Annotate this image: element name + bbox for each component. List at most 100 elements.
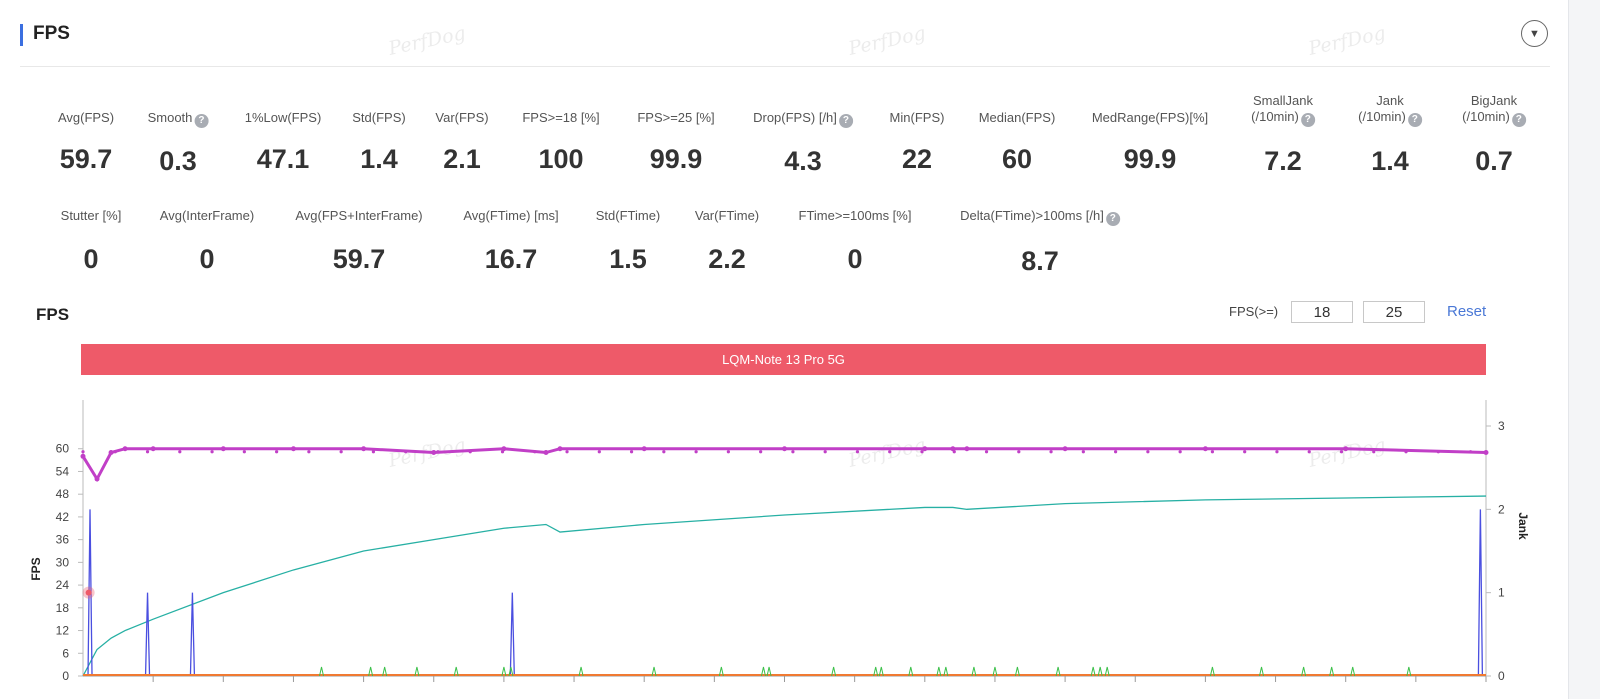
small-jank-spike [760,666,766,677]
y-right-tick-label: 1 [1498,586,1505,600]
fps-point [500,450,505,454]
legend-device-bar[interactable]: LQM-Note 13 Pro 5G [81,344,1486,375]
fps-point [122,446,128,452]
fps-point [543,450,549,456]
y-right-tick-label: 0 [1498,669,1505,683]
small-jank-spike [368,666,374,677]
fps-point [468,450,472,454]
metric-label: Median(FPS) [978,110,1056,125]
metric-label: Std(FTime) [595,208,661,223]
metric-smooth: Smooth? 0.3 [148,110,209,177]
help-icon[interactable]: ? [1300,113,1315,127]
metric-value: 1.4 [360,144,398,174]
metric-label: Avg(InterFrame) [159,208,255,223]
fps-point [694,450,698,454]
small-jank-spike [1301,666,1307,677]
small-jank-spike [453,666,459,677]
help-icon[interactable]: ? [838,114,853,128]
metric-value: 0 [199,244,215,274]
fps-point [80,453,86,459]
y-tick-label: 0 [62,669,69,683]
threshold-high-input[interactable] [1363,301,1425,323]
small-jank-spike [501,666,507,677]
fps-point [1468,450,1473,454]
fps-point [404,450,408,454]
small-jank-spike [651,666,657,677]
fps-point [1081,450,1085,454]
threshold-low-input[interactable] [1291,301,1353,323]
fps-point [950,446,956,452]
small-jank-spike [1014,666,1020,677]
y-tick-label: 36 [56,533,70,547]
metric-label: FPS>=18 [%] [522,110,600,125]
fps-point [565,450,569,454]
fps-point [759,450,763,454]
metric-value: 99.9 [1123,144,1177,174]
fps-point [1339,450,1344,454]
metric-value: 16.7 [484,244,538,274]
metric-label: Drop(FPS) [/h] [753,110,837,125]
fps-point [791,450,795,454]
small-jank-spike [971,666,977,677]
small-jank-spike [718,666,724,677]
small-jank-spike [508,666,514,677]
y-tick-label: 60 [56,442,70,456]
metric-value: 100 [538,144,584,174]
metric-1pct-low: 1%Low(FPS) 47.1 [245,110,322,175]
metric-small-jank: SmallJank (/10min)? 7.2 [1251,93,1315,177]
small-jank-spike [878,666,884,677]
metric-value: 99.9 [649,144,703,174]
metric-label: Avg(FPS) [57,110,115,125]
fps-point [436,450,440,454]
reset-link[interactable]: Reset [1447,303,1487,320]
small-jank-spike [1329,666,1335,677]
collapse-toggle-icon[interactable]: ▼ [1521,20,1548,47]
small-jank-spike [908,666,914,677]
help-icon[interactable]: ? [1407,113,1422,127]
y-axis-title: FPS [29,557,43,580]
fps-point [984,450,989,454]
metric-drop-fps: Drop(FPS) [/h]? 4.3 [753,110,853,177]
metric-label: Smooth [147,110,193,125]
fps-point [1114,450,1118,454]
metric-value: 8.7 [1021,246,1059,276]
small-jank-spike [766,666,772,677]
small-jank-spike [319,666,324,677]
fps-point [1343,446,1349,452]
panel-title: FPS [33,23,70,44]
fps-point [361,446,367,452]
fps-point [662,450,666,454]
small-jank-spike [1350,666,1356,677]
fps-point [242,450,246,454]
fps-point [290,446,296,452]
fps-point [533,450,537,454]
metric-value: 2.1 [443,144,481,174]
fps-point [501,446,507,452]
metric-value: 7.2 [1264,146,1302,176]
metric-label: Std(FPS) [352,110,406,125]
metric-var-fps: Var(FPS) 2.1 [435,110,488,175]
fps-point [1436,450,1440,454]
metric-big-jank: BigJank (/10min)? 0.7 [1462,93,1526,177]
small-jank-spike [831,666,837,677]
help-icon[interactable]: ? [194,114,209,128]
metric-label: Jank [1376,93,1404,108]
metric-label: Avg(FTime) [ms] [463,208,559,223]
y-tick-label: 12 [56,624,70,638]
fps-point [922,446,928,452]
y-right-axis-title: Jank [1516,512,1530,540]
metric-label: Delta(FTime)>100ms [/h] [960,208,1104,223]
fps-point [782,446,787,452]
help-icon[interactable]: ? [1105,212,1120,226]
metric-value: 0.3 [159,146,197,176]
metric-fps-ge-25: FPS>=25 [%] 99.9 [637,110,714,175]
fps-point [1202,446,1208,452]
fps-point [108,450,114,456]
metric-value: 47.1 [256,144,310,174]
small-jank-spike [414,666,420,677]
help-icon[interactable]: ? [1511,113,1526,127]
metric-value: 59.7 [59,144,113,174]
fps-point [629,450,634,454]
small-jank-spike [1104,666,1110,677]
metric-fps-ge-18: FPS>=18 [%] 100 [522,110,599,175]
